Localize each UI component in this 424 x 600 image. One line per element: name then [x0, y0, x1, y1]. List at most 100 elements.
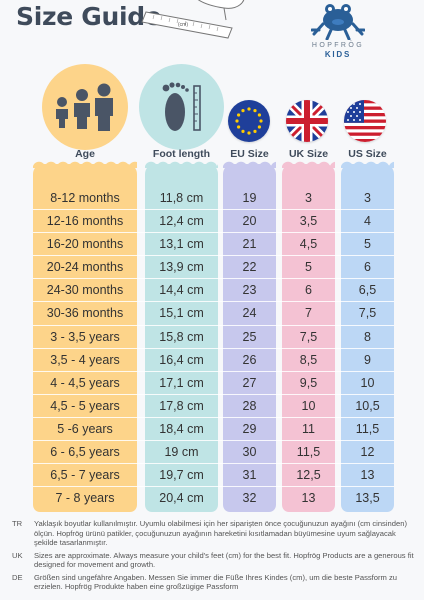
foot-length-cell: 12,4 cm: [159, 214, 204, 229]
notes-section: TR Yaklaşık boyutlar kullanılmıştır. Uyu…: [12, 519, 416, 595]
age-cell: 20-24 months: [46, 260, 124, 275]
table-row: 8-12 months 11,8 cm 19 3 3: [0, 187, 424, 211]
age-cell: 6 - 6,5 years: [50, 445, 120, 460]
age-cell: 30-36 months: [46, 306, 124, 321]
age-cell: 5 -6 years: [57, 421, 113, 436]
row-divider: [33, 440, 394, 442]
row-divider: [33, 486, 394, 488]
eu-size-cell: 22: [242, 260, 257, 275]
uk-size-cell: 4,5: [299, 237, 318, 252]
age-cell: 16-20 months: [46, 237, 124, 252]
age-cell: 8-12 months: [50, 191, 120, 205]
table-row: 4 - 4,5 years 17,1 cm 27 9,5 10: [0, 372, 424, 395]
eu-size-cell: 25: [242, 329, 257, 344]
uk-flag-icon: [286, 100, 328, 142]
uk-size-cell: 9,5: [299, 375, 318, 390]
foot-measure-illustration: (cm): [140, 0, 256, 40]
us-size-cell: 13: [360, 468, 375, 483]
foot-ruler-icon: [162, 82, 201, 131]
row-divider: [33, 209, 394, 211]
eu-column: [223, 164, 276, 512]
eu-size-cell: 20: [242, 214, 257, 229]
eu-size-cell: 26: [242, 352, 257, 367]
note-text: Größen sind ungefähre Angaben. Messen Si…: [34, 572, 397, 592]
eu-size-cell: 21: [242, 237, 257, 252]
age-cell: 24-30 months: [46, 283, 124, 298]
us-size-cell: 10: [360, 375, 375, 390]
us-size-cell: 4: [364, 214, 371, 229]
foot-length-cell: 20,4 cm: [159, 491, 204, 506]
brand-sub: KIDS: [324, 50, 352, 59]
eu-size-cell: 27: [242, 375, 257, 390]
foot-length-cell: 19 cm: [164, 445, 199, 460]
table-row: 24-30 months 14,4 cm 23 6 6,5: [0, 279, 424, 303]
row-divider: [33, 324, 394, 326]
uk-size-cell: 3: [305, 191, 312, 205]
foot-length-cell: 16,4 cm: [159, 352, 204, 367]
age-header-circle: [42, 64, 128, 150]
table-row: 6,5 - 7 years 19,7 cm 31 12,5 13: [0, 464, 424, 488]
note-code: DE: [12, 572, 23, 582]
us-size-cell: 6: [364, 260, 371, 275]
note-uk: UK Sizes are approximate. Always measure…: [12, 551, 416, 570]
eu-size-cell: 23: [242, 283, 257, 298]
table-row: 6 - 6,5 years 19 cm 30 11,5 12: [0, 441, 424, 465]
foot-column: [145, 164, 218, 512]
eu-size-cell: 29: [242, 421, 257, 436]
uk-size-cell: 7,5: [299, 329, 318, 344]
eu-size-cell: 24: [242, 306, 257, 321]
table-row: 5 -6 years 18,4 cm 29 11 11,5: [0, 418, 424, 442]
uk-size-cell: 13: [301, 491, 316, 506]
foot-length-cell: 17,1 cm: [159, 375, 204, 390]
note-tr: TR Yaklaşık boyutlar kullanılmıştır. Uyu…: [12, 519, 416, 548]
foot-length-cell: 18,4 cm: [159, 421, 204, 436]
family-icon: [56, 83, 113, 131]
table-row: 20-24 months 13,9 cm 22 5 6: [0, 256, 424, 280]
foot-length-cell: 11,8 cm: [159, 191, 204, 205]
us-size-cell: 8: [364, 329, 371, 344]
us-size-cell: 13,5: [355, 491, 380, 506]
table-row: 16-20 months 13,1 cm 21 4,5 5: [0, 233, 424, 257]
us-size-cell: 11,5: [355, 421, 380, 436]
age-column: [33, 164, 137, 512]
eu-flag-icon: [228, 100, 270, 142]
foot-length-cell: 17,8 cm: [159, 398, 204, 413]
row-divider: [33, 232, 394, 234]
uk-size-cell: 3,5: [299, 214, 318, 229]
note-code: UK: [12, 550, 23, 560]
brand-name: HOPFRÖG: [311, 42, 365, 49]
us-size-cell: 6,5: [358, 283, 377, 298]
uk-size-cell: 11: [302, 421, 315, 436]
row-divider: [33, 278, 394, 280]
row-divider: [33, 416, 394, 418]
foot-length-cell: 15,1 cm: [159, 306, 204, 321]
eu-size-cell: 30: [242, 445, 257, 460]
us-size-cell: 10,5: [355, 398, 380, 413]
table-row: 30-36 months 15,1 cm 24 7 7,5: [0, 302, 424, 326]
eu-size-cell: 19: [242, 191, 257, 205]
us-size-cell: 3: [364, 191, 371, 205]
foot-length-cell: 13,9 cm: [159, 260, 204, 275]
note-de: DE Größen sind ungefähre Angaben. Messen…: [12, 573, 416, 592]
table-row: 12-16 months 12,4 cm 20 3,5 4: [0, 210, 424, 234]
row-divider: [33, 347, 394, 349]
us-size-cell: 7,5: [358, 306, 377, 321]
note-text: Yaklaşık boyutlar kullanılmıştır. Uyumlu…: [34, 519, 407, 547]
foot-length-cell: 13,1 cm: [159, 237, 204, 252]
uk-size-cell: 8,5: [299, 352, 318, 367]
us-size-cell: 9: [364, 352, 371, 367]
row-divider: [33, 463, 394, 465]
page-title: Size Guide: [16, 2, 162, 31]
foot-length-cell: 15,8 cm: [159, 329, 204, 344]
us-size-cell: 12: [360, 445, 375, 460]
us-size-cell: 5: [364, 237, 371, 252]
uk-size-cell: 7: [305, 306, 312, 321]
age-cell: 6,5 - 7 years: [50, 468, 120, 483]
age-cell: 7 - 8 years: [55, 491, 115, 506]
frog-logo-icon: [311, 4, 365, 40]
size-table: 8-12 months 11,8 cm 19 3 3 12-16 months …: [0, 187, 424, 510]
row-divider: [33, 301, 394, 303]
uk-size-cell: 11,5: [296, 445, 321, 460]
table-row: 3,5 - 4 years 16,4 cm 26 8,5 9: [0, 349, 424, 372]
eu-size-cell: 32: [242, 491, 257, 506]
